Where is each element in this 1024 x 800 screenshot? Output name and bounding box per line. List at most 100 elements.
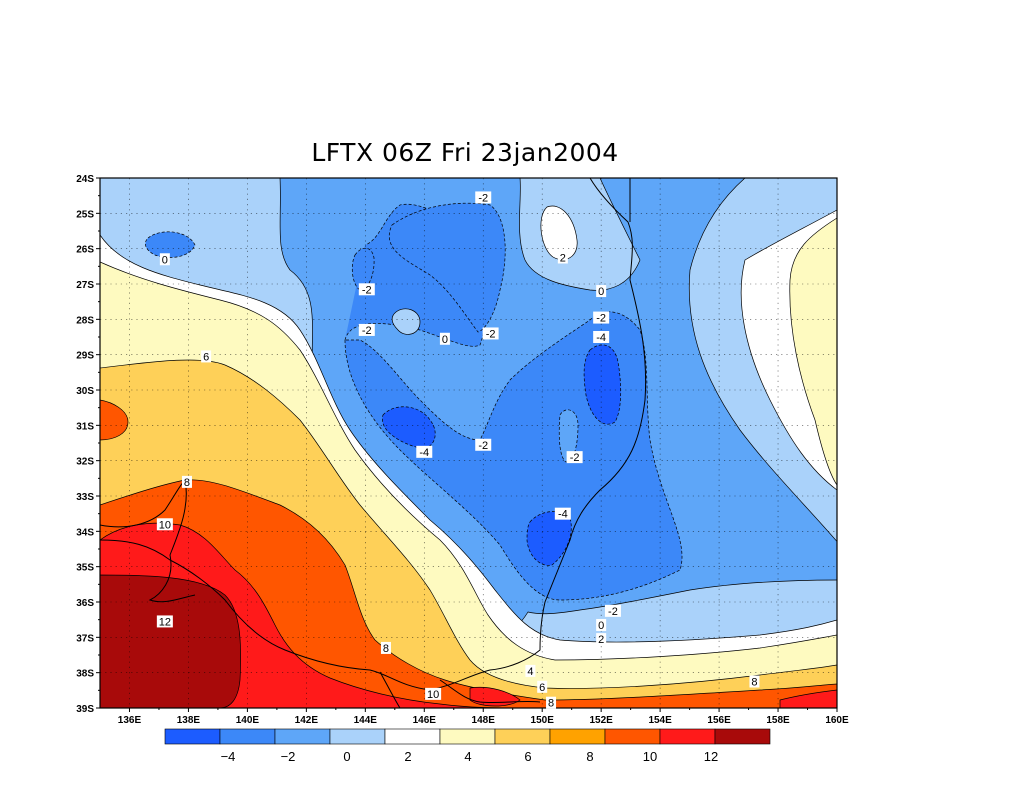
contour-label: 8 (380, 641, 391, 655)
svg-text:6: 6 (203, 351, 209, 363)
region-below-minus4 (382, 406, 436, 449)
svg-text:-4: -4 (596, 332, 606, 344)
colorbar-swatch (274, 728, 331, 745)
svg-text:8: 8 (751, 677, 757, 689)
lon-label: 136E (118, 715, 142, 726)
lat-label: 24S (76, 174, 94, 185)
svg-text:-2: -2 (596, 313, 606, 325)
filled-contours (100, 178, 837, 708)
svg-text:-2: -2 (478, 440, 488, 452)
contour-label: -2 (358, 283, 375, 296)
colorbar-label: −4 (221, 749, 236, 764)
colorbar-swatch (659, 728, 716, 745)
contour-label: -2 (475, 438, 492, 452)
lat-label: 38S (76, 669, 94, 680)
contour-label: 6 (537, 680, 548, 694)
contour-label: -2 (593, 311, 610, 325)
lon-label: 140E (236, 715, 260, 726)
svg-text:-4: -4 (419, 447, 429, 459)
contour-label: 8 (749, 675, 760, 689)
svg-text:10: 10 (159, 519, 171, 531)
contour-label: -2 (566, 451, 583, 464)
colorbar-label: 2 (404, 749, 411, 764)
contour-label: 0 (159, 253, 170, 266)
colorbar-labels: −4 −2 0 2 4 6 8 10 12 (221, 749, 719, 764)
lon-label: 156E (707, 715, 731, 726)
lon-label: 138E (177, 715, 201, 726)
contour-label: 2 (596, 633, 607, 646)
gridlines (100, 178, 837, 708)
colorbar-label: 12 (704, 749, 718, 764)
colorbar-label: 8 (586, 749, 593, 764)
contour-label: 10 (425, 687, 442, 701)
contour-label: 8 (546, 696, 557, 710)
lon-label: 154E (648, 715, 672, 726)
svg-text:0: 0 (162, 254, 168, 266)
contour-label: -2 (358, 323, 375, 337)
lat-label: 32S (76, 457, 94, 468)
lat-label: 33S (76, 492, 94, 503)
lat-label: 39S (76, 704, 94, 715)
svg-text:-2: -2 (608, 606, 618, 618)
svg-text:8: 8 (184, 477, 190, 489)
lon-label: 144E (354, 715, 378, 726)
colorbar (164, 728, 771, 745)
colorbar-label: 10 (643, 749, 657, 764)
colorbar-swatch (164, 728, 221, 745)
lat-label: 28S (76, 315, 94, 326)
contour-label: 12 (156, 615, 173, 628)
svg-text:8: 8 (548, 698, 554, 710)
contour-label: -4 (593, 331, 610, 344)
lon-label: 142E (295, 715, 319, 726)
colorbar-label: 0 (343, 749, 350, 764)
lat-label: 25S (76, 209, 94, 220)
contour-label: 8 (181, 475, 192, 489)
contour-label: -2 (604, 604, 621, 618)
lat-label: 34S (76, 527, 94, 538)
svg-text:-2: -2 (570, 452, 580, 464)
chart-title: LFTX 06Z Fri 23jan2004 (311, 138, 619, 167)
svg-text:12: 12 (159, 616, 171, 628)
contour-label: 2 (557, 251, 568, 265)
contour-label: 10 (156, 518, 173, 531)
svg-text:2: 2 (560, 253, 566, 265)
contour-label: 0 (596, 285, 607, 298)
longitude-labels: 136E 138E 140E 142E 144E 146E 148E 150E 152E 154E… (118, 715, 849, 726)
lon-label: 152E (589, 715, 613, 726)
contour-label: 0 (439, 332, 450, 346)
contour-label: -4 (416, 445, 433, 459)
latitude-labels: 24S 25S 26S 27S 28S 29S 30S 31S 32S 33S 34S 35S 36S 3… (76, 174, 94, 715)
contour-label: -2 (475, 191, 492, 204)
colorbar-swatch (384, 728, 441, 745)
lat-label: 37S (76, 633, 94, 644)
svg-text:6: 6 (539, 682, 545, 694)
lat-label: 35S (76, 563, 94, 574)
colorbar-swatch (549, 728, 606, 745)
axis-ticks (96, 177, 838, 712)
colorbar-swatch (494, 728, 551, 745)
lon-label: 150E (531, 715, 555, 726)
svg-text:10: 10 (427, 689, 439, 701)
contour-label: 0 (596, 618, 607, 632)
contour-label: 6 (201, 350, 212, 363)
lat-label: 31S (76, 421, 94, 432)
contour-label: -2 (482, 327, 499, 340)
colorbar-swatch (219, 728, 276, 745)
svg-text:-2: -2 (362, 325, 372, 337)
colorbar-swatch (439, 728, 496, 745)
svg-text:-2: -2 (362, 284, 372, 296)
contour-label: -4 (554, 507, 571, 521)
coastline (100, 178, 647, 708)
svg-text:0: 0 (442, 334, 448, 346)
contour-label: 4 (525, 664, 536, 678)
lat-label: 27S (76, 280, 94, 291)
lon-label: 160E (825, 715, 849, 726)
lon-label: 158E (766, 715, 790, 726)
colorbar-swatch (604, 728, 661, 745)
region-above-12 (100, 574, 241, 708)
lon-label: 148E (472, 715, 496, 726)
lat-label: 26S (76, 245, 94, 256)
svg-text:-2: -2 (486, 328, 496, 340)
